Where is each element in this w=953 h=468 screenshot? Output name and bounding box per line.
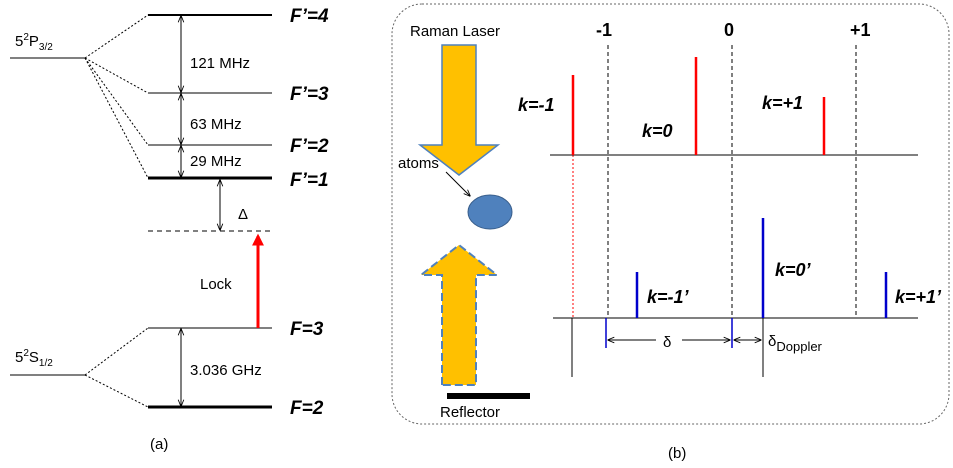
state-label: 52P3/2 — [15, 32, 53, 53]
pointer — [446, 172, 470, 196]
delta-label: δ — [663, 334, 671, 351]
level-label: F’=4 — [290, 6, 329, 27]
order-label: 0 — [724, 20, 734, 40]
spacing-arrows — [181, 16, 220, 406]
level-label: F’=3 — [290, 84, 329, 105]
level-label: F=3 — [290, 319, 324, 340]
line-label: k=-1’ — [647, 287, 690, 307]
level-label: F’=2 — [290, 136, 329, 157]
spacing-label: 29 MHz — [190, 153, 242, 170]
text-part: δ — [768, 333, 776, 350]
line-label: k=+1’ — [895, 287, 942, 307]
level-label: F’=1 — [290, 170, 329, 191]
order-label: +1 — [850, 20, 871, 40]
atoms-label: atoms — [398, 155, 439, 172]
line-label: k=0’ — [775, 260, 812, 280]
reflector-label: Reflector — [440, 404, 500, 421]
figure: 52P3/2 52S1/2 F’=4 F’=3 F’=2 F’=1 F=3 F=… — [0, 0, 953, 468]
order-lines — [608, 45, 856, 318]
text-part: S — [29, 349, 39, 366]
panel-b — [392, 4, 949, 424]
text-part: 5 — [15, 33, 23, 50]
order-label: -1 — [596, 20, 612, 40]
text-part: 1/2 — [39, 358, 53, 369]
detuning-label: Δ — [238, 206, 248, 223]
atoms — [468, 195, 512, 229]
spacing-label: 63 MHz — [190, 116, 242, 133]
caption: (b) — [668, 445, 686, 462]
shape — [85, 328, 148, 375]
shape — [85, 58, 148, 93]
text-part: P — [29, 33, 39, 50]
spacing-label: 121 MHz — [190, 55, 250, 72]
line-label: k=0 — [642, 121, 673, 141]
shape — [85, 375, 148, 407]
shape — [85, 58, 148, 145]
shape — [85, 15, 148, 58]
text-part: Doppler — [776, 339, 822, 354]
reflected-arrow — [421, 245, 497, 385]
doppler-label: δDoppler — [768, 333, 823, 354]
panel-a — [10, 15, 272, 407]
level-label: F=2 — [290, 398, 324, 419]
laser-label: Raman Laser — [410, 23, 500, 40]
state-label: 52S1/2 — [15, 348, 53, 369]
caption: (a) — [150, 436, 168, 453]
split-lines — [85, 15, 148, 407]
reflector — [447, 393, 530, 399]
text-part: 3/2 — [39, 42, 53, 53]
line-label: k=+1 — [762, 93, 803, 113]
lock-label: Lock — [200, 276, 232, 293]
text-part: 5 — [15, 349, 23, 366]
line-label: k=-1 — [518, 95, 555, 115]
spacing-label: 3.036 GHz — [190, 362, 262, 379]
